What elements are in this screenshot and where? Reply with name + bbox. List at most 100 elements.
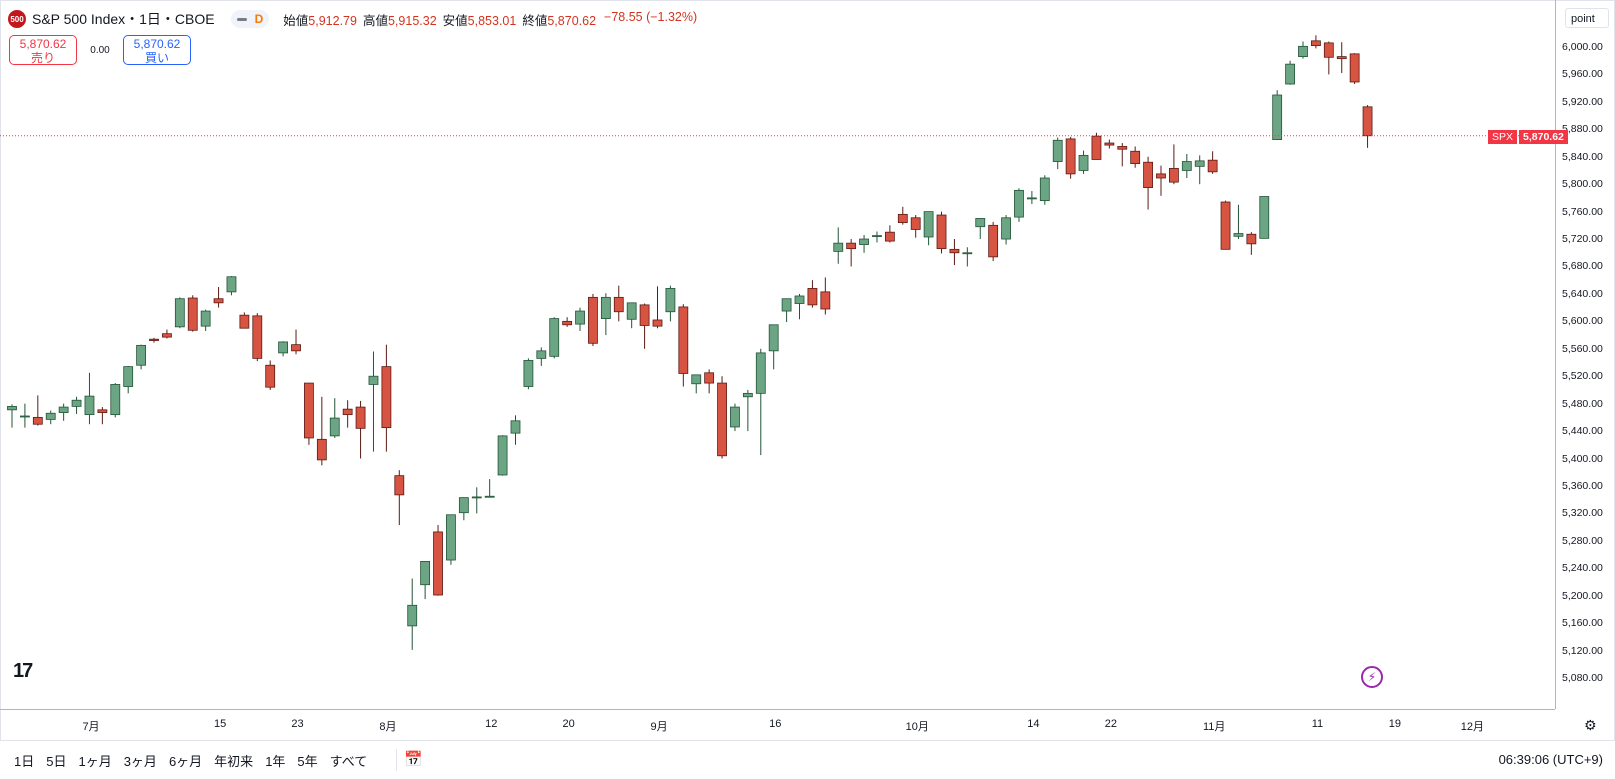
candle[interactable] bbox=[420, 561, 431, 600]
candle[interactable] bbox=[691, 374, 702, 394]
candle[interactable] bbox=[975, 218, 986, 240]
candle[interactable] bbox=[394, 470, 405, 526]
candle[interactable] bbox=[368, 351, 379, 452]
candle[interactable] bbox=[471, 487, 482, 514]
candle[interactable] bbox=[265, 360, 276, 390]
candle[interactable] bbox=[1001, 215, 1011, 245]
candle[interactable] bbox=[32, 395, 43, 426]
candle[interactable] bbox=[626, 302, 637, 329]
calendar-icon[interactable]: 📅 bbox=[404, 751, 423, 768]
range-all[interactable]: すべて bbox=[329, 754, 368, 769]
candle[interactable] bbox=[807, 280, 818, 308]
candle[interactable] bbox=[97, 407, 108, 425]
candle[interactable] bbox=[988, 221, 999, 261]
candle[interactable] bbox=[71, 396, 82, 414]
candle[interactable] bbox=[820, 277, 831, 315]
range-ytd[interactable]: 年初来 bbox=[214, 754, 254, 769]
candle[interactable] bbox=[872, 231, 882, 243]
candle[interactable] bbox=[174, 297, 185, 329]
candle[interactable] bbox=[613, 285, 624, 322]
candle[interactable] bbox=[149, 337, 159, 343]
candle[interactable] bbox=[329, 398, 340, 438]
candle[interactable] bbox=[1052, 137, 1063, 170]
candle[interactable] bbox=[923, 211, 934, 246]
candle[interactable] bbox=[768, 324, 779, 370]
candle[interactable] bbox=[1272, 90, 1283, 140]
candle[interactable] bbox=[1104, 139, 1115, 149]
market-status-badge[interactable]: D bbox=[254, 12, 264, 26]
candle[interactable] bbox=[536, 347, 547, 366]
time-axis[interactable]: 7月 15 23 8月 12 20 9月 16 10月 14 22 11月 11 19 12月 ⚙ bbox=[0, 709, 1597, 740]
minus-icon[interactable] bbox=[236, 17, 247, 21]
candle[interactable] bbox=[7, 404, 17, 428]
candle[interactable] bbox=[1336, 42, 1347, 74]
candle[interactable] bbox=[1285, 60, 1295, 85]
gear-icon[interactable]: ⚙ bbox=[1584, 717, 1597, 733]
candle[interactable] bbox=[1091, 132, 1102, 160]
candle[interactable] bbox=[1130, 146, 1141, 168]
candle[interactable] bbox=[897, 206, 908, 225]
candle[interactable] bbox=[45, 410, 56, 425]
candle[interactable] bbox=[20, 403, 30, 428]
candle[interactable] bbox=[1311, 35, 1321, 49]
candle[interactable] bbox=[600, 293, 611, 336]
candle[interactable] bbox=[833, 227, 844, 264]
candle[interactable] bbox=[136, 344, 147, 370]
range-5y[interactable]: 5年 bbox=[297, 754, 318, 769]
candle[interactable] bbox=[962, 247, 973, 267]
candle[interactable] bbox=[846, 239, 857, 267]
candle[interactable] bbox=[1156, 165, 1166, 196]
candle[interactable] bbox=[187, 295, 198, 332]
buy-button[interactable]: 5,870.62 買い bbox=[123, 35, 191, 65]
candle[interactable] bbox=[355, 400, 366, 459]
candle[interactable] bbox=[1323, 41, 1334, 75]
candle[interactable] bbox=[549, 317, 560, 359]
clock-timezone[interactable]: 06:39:06 (UTC+9) bbox=[1498, 752, 1603, 767]
sell-button[interactable]: 5,870.62 売り bbox=[9, 35, 77, 65]
candle[interactable] bbox=[1233, 204, 1244, 240]
interval-visibility-pill[interactable]: D bbox=[230, 10, 270, 28]
candle[interactable] bbox=[639, 303, 650, 349]
candle[interactable] bbox=[484, 479, 495, 498]
candle[interactable] bbox=[162, 329, 172, 339]
candle[interactable] bbox=[678, 304, 689, 387]
candle[interactable] bbox=[936, 211, 947, 254]
range-1m[interactable]: 1ヶ月 bbox=[78, 754, 112, 769]
candle[interactable] bbox=[859, 234, 869, 253]
candle[interactable] bbox=[704, 369, 715, 394]
candle[interactable] bbox=[755, 348, 766, 456]
candle[interactable] bbox=[1207, 151, 1218, 174]
candle[interactable] bbox=[123, 365, 134, 394]
candle[interactable] bbox=[575, 307, 585, 331]
candle[interactable] bbox=[381, 344, 392, 452]
candle[interactable] bbox=[1169, 144, 1179, 185]
candlestick-chart[interactable] bbox=[0, 0, 1555, 709]
candle[interactable] bbox=[717, 376, 727, 459]
candle[interactable] bbox=[1014, 188, 1024, 222]
candle[interactable] bbox=[446, 514, 456, 565]
candle[interactable] bbox=[1259, 196, 1270, 239]
candle[interactable] bbox=[110, 383, 121, 418]
lightning-icon[interactable]: ⚡ bbox=[1361, 666, 1383, 688]
chart-plot-area[interactable]: 500 S&P 500 Index・1日・CBOE D 始値5,912.79 高… bbox=[0, 0, 1555, 709]
candle[interactable] bbox=[1117, 143, 1128, 167]
candle[interactable] bbox=[226, 276, 237, 296]
range-5d[interactable]: 5日 bbox=[46, 754, 67, 769]
candle[interactable] bbox=[523, 358, 534, 390]
range-3m[interactable]: 3ヶ月 bbox=[123, 754, 157, 769]
candle[interactable] bbox=[278, 341, 289, 357]
symbol-logo[interactable]: 500 bbox=[8, 10, 26, 28]
tradingview-logo[interactable]: 17 bbox=[13, 660, 33, 682]
candle[interactable] bbox=[304, 382, 314, 445]
candle[interactable] bbox=[562, 317, 573, 327]
candle[interactable] bbox=[1181, 153, 1192, 179]
candle[interactable] bbox=[1246, 232, 1257, 255]
candle[interactable] bbox=[1362, 105, 1373, 148]
range-6m[interactable]: 6ヶ月 bbox=[168, 754, 203, 769]
candle[interactable] bbox=[200, 309, 211, 331]
candle[interactable] bbox=[497, 435, 508, 476]
candle[interactable] bbox=[1349, 53, 1360, 85]
candle[interactable] bbox=[1039, 175, 1050, 205]
candle[interactable] bbox=[949, 239, 960, 266]
range-1d[interactable]: 1日 bbox=[14, 754, 35, 769]
